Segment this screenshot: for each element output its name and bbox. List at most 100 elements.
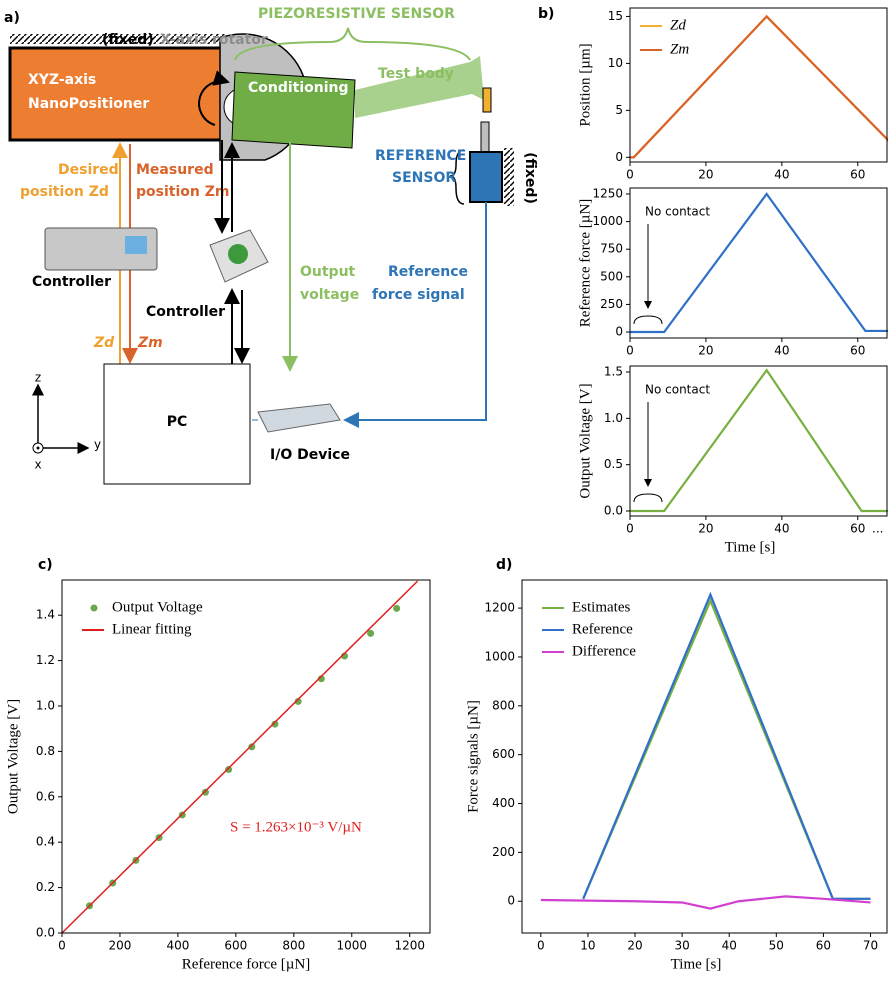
knob: [228, 244, 248, 264]
x-tick-label: 200: [108, 939, 131, 953]
brace: [633, 493, 663, 503]
line: [630, 192, 888, 334]
y-tick-label: 0.4: [36, 835, 55, 849]
label: Reference: [388, 264, 468, 280]
x-tick-label: 0: [626, 522, 634, 536]
data-point: [367, 629, 375, 637]
label: Conditioning: [248, 80, 349, 96]
label: Controller: [32, 274, 111, 290]
y-tick-label: 250: [600, 297, 623, 311]
x-axis-label: Time [s]: [671, 956, 722, 972]
label: XYZ-axis: [28, 72, 96, 88]
y-tick-label: 400: [492, 796, 515, 810]
x-tick-label: 800: [282, 939, 305, 953]
x-tick-label: 1200: [394, 939, 425, 953]
x-tick-label: 0: [58, 939, 66, 953]
y-tick-label: 1.4: [36, 608, 55, 622]
plot-frame: [629, 365, 888, 517]
y-tick-label: 800: [492, 698, 515, 712]
conditioning: [231, 71, 356, 149]
x-continuation: ...: [872, 522, 883, 536]
y-tick-label: 0: [615, 325, 623, 339]
x-tick-label: 400: [166, 939, 189, 953]
label: X-axis rotator: [160, 32, 268, 48]
io-device: [257, 403, 341, 433]
y-tick-label: 0.0: [604, 503, 623, 517]
plot-frame: [521, 579, 888, 934]
y-tick-label: 1200: [484, 601, 515, 615]
x-tick-label: 0: [537, 939, 545, 953]
legend-label: Zm: [670, 41, 689, 57]
y-axis-label: Output Voltage [V]: [577, 383, 593, 498]
legend-marker: [90, 604, 98, 612]
x-axis-label: Reference force [µN]: [182, 956, 311, 972]
label: z: [35, 371, 41, 385]
line: [61, 580, 419, 934]
y-tick-label: 0: [615, 150, 623, 164]
data-point: [248, 743, 256, 751]
y-tick-label: 1.2: [36, 653, 55, 667]
panel-label: d): [496, 557, 512, 573]
brace: [449, 149, 465, 205]
label: REFERENCE: [375, 148, 466, 164]
x-tick-label: 60: [816, 939, 831, 953]
y-tick-label: 0.5: [604, 457, 623, 471]
y-tick-label: 600: [492, 747, 515, 761]
y-tick-label: 0.8: [36, 744, 55, 758]
label: y: [94, 438, 101, 452]
y-tick-label: 0.6: [36, 789, 55, 803]
plot-frame: [61, 579, 431, 934]
x-tick-label: 60: [850, 344, 865, 358]
line: [582, 591, 871, 900]
x-tick-label: 1000: [336, 939, 367, 953]
y-tick-label: 1.0: [604, 411, 623, 425]
x-tick-label: 0: [626, 168, 634, 182]
x-tick-label: 50: [769, 939, 784, 953]
plot-frame: [629, 7, 888, 163]
label: PC: [167, 414, 188, 430]
diagram: XYZ-axis NanoPositioner Conditioning Tes…: [8, 6, 538, 485]
test-body: [355, 56, 484, 118]
label: PIEZORESISTIVE SENSOR: [258, 6, 455, 22]
data-point: [317, 675, 325, 683]
brace: [633, 315, 663, 325]
line: [630, 368, 888, 513]
label: NanoPositioner: [28, 96, 149, 112]
data-point: [201, 788, 209, 796]
y-tick-label: 200: [492, 845, 515, 859]
y-tick-label: 15: [608, 9, 623, 23]
label: SENSOR: [392, 170, 456, 186]
arrow: [343, 202, 487, 428]
pc: [103, 363, 251, 485]
y-tick-label: 1.0: [36, 698, 55, 712]
x-tick-label: 40: [774, 168, 789, 182]
positioner: [8, 46, 227, 142]
y-axis-label: Force signals [µN]: [465, 700, 481, 813]
x-axis-label: Time [s]: [725, 539, 776, 555]
y-axis-label: Output Voltage [V]: [5, 699, 21, 814]
brace: [234, 27, 471, 61]
y-tick-label: 0: [507, 894, 515, 908]
x-tick-label: 70: [863, 939, 878, 953]
legend-label: Zd: [670, 17, 686, 33]
y-tick-label: 10: [608, 56, 623, 70]
panel-label: a): [4, 10, 20, 26]
x-tick-label: 20: [698, 522, 713, 536]
y-tick-label: 1.5: [604, 365, 623, 379]
x-tick-label: 40: [774, 344, 789, 358]
panel-label: c): [38, 557, 53, 573]
arrow-load: [482, 87, 492, 113]
label: (fixed): [522, 152, 538, 204]
label: x: [34, 458, 41, 472]
y-tick-label: 750: [600, 242, 623, 256]
annotation: S = 1.263×10⁻³ V/µN: [230, 819, 362, 835]
x-tick-label: 20: [698, 168, 713, 182]
x-tick-label: 10: [580, 939, 595, 953]
x-tick-label: 20: [698, 344, 713, 358]
line: [630, 14, 888, 159]
screen: [125, 236, 147, 254]
panel-label: b): [538, 6, 554, 22]
annotation: No contact: [645, 383, 710, 397]
label: Desired: [58, 162, 119, 178]
probe: [480, 121, 490, 153]
